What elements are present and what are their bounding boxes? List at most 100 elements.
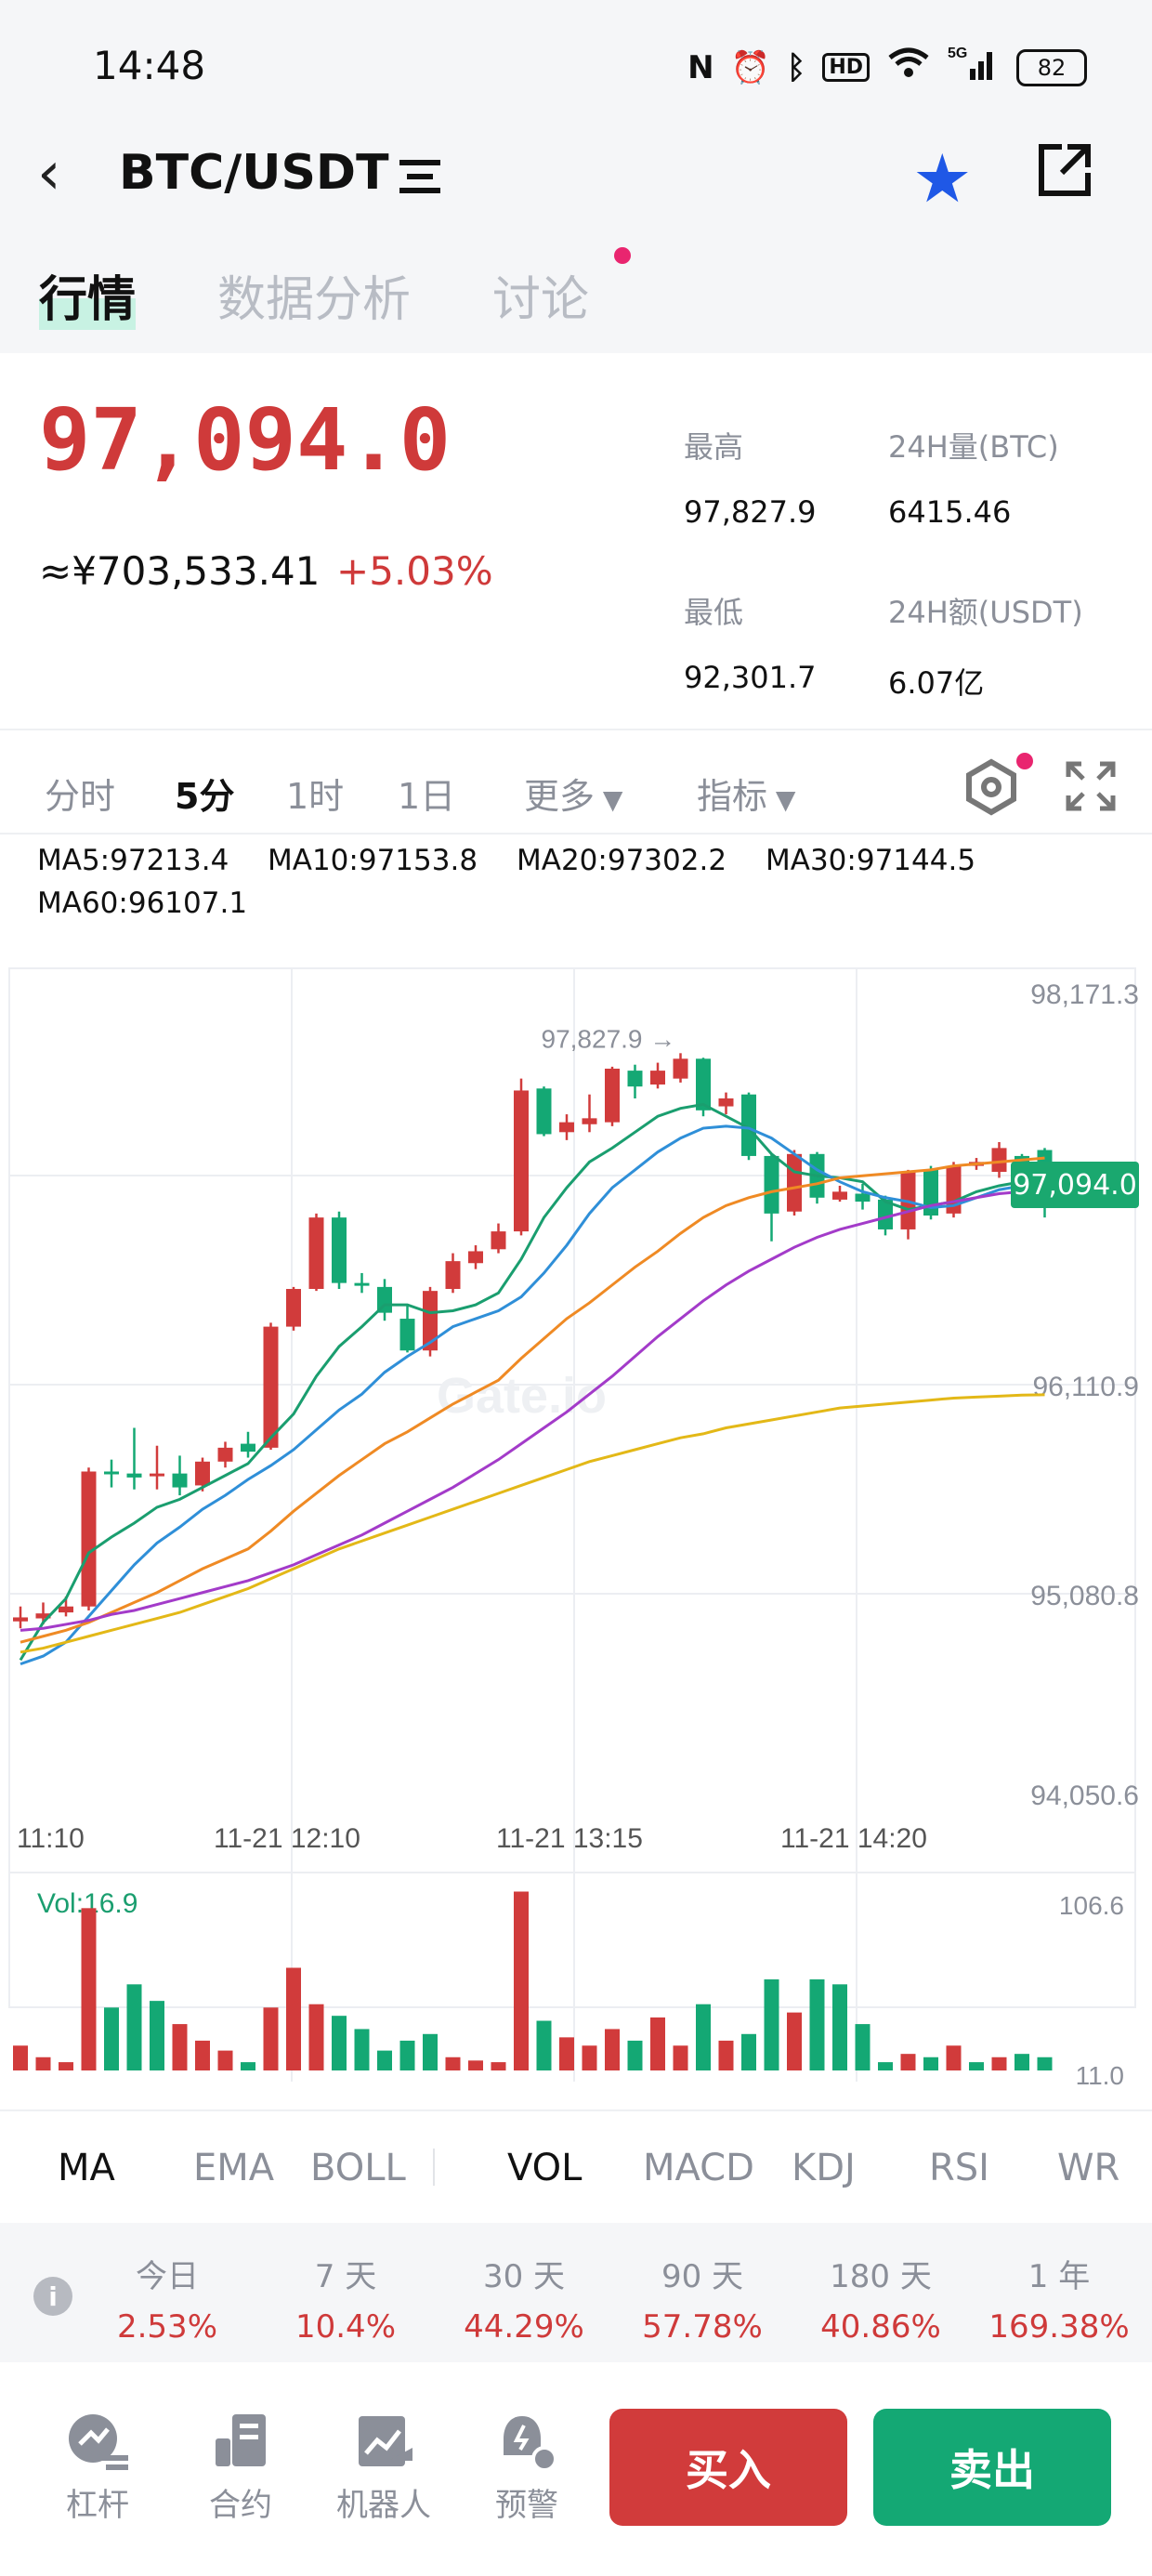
volume-bar: [263, 2007, 279, 2070]
tab-market[interactable]: 行情: [39, 260, 137, 330]
candle-body: [741, 1094, 756, 1156]
ma-line-ma20: [20, 1156, 1045, 1644]
tab-data-analysis[interactable]: 数据分析: [217, 272, 412, 328]
nav-leverage[interactable]: 杠杆: [46, 2407, 149, 2525]
tf-5min[interactable]: 5分: [175, 776, 235, 817]
ma-line-ma5: [19, 1102, 1045, 1662]
sell-button[interactable]: 卖出: [873, 2409, 1111, 2526]
ind-ma[interactable]: MA: [58, 2147, 115, 2189]
last-price: 97,094.0: [39, 390, 452, 490]
alarm-icon: ⏰: [730, 48, 770, 86]
volume-bar: [559, 2037, 574, 2070]
divider: [0, 2109, 1152, 2111]
low-value: 92,301.7: [684, 660, 817, 695]
volume-bar: [969, 2062, 984, 2070]
tf-timeshare[interactable]: 分时: [45, 776, 116, 817]
volume-bar: [354, 2029, 370, 2070]
robot-icon: [333, 2407, 435, 2479]
candle-body: [605, 1068, 620, 1123]
status-time: 14:48: [93, 43, 206, 88]
back-arrow-icon[interactable]: ‹: [37, 139, 61, 208]
volume-bar: [855, 2024, 871, 2070]
caret-down-icon: ▼: [595, 784, 623, 815]
ind-boll[interactable]: BOLL: [310, 2147, 406, 2189]
settings-hexagon-icon[interactable]: [962, 758, 1020, 820]
candle-body: [627, 1071, 643, 1087]
volume-bar: [673, 2045, 688, 2070]
perf-value-7d: 10.4%: [295, 2308, 396, 2346]
watermark: Gate.io: [437, 1368, 607, 1424]
volume-bar: [991, 2057, 1007, 2070]
perf-value-30d: 44.29%: [464, 2308, 584, 2346]
candle-body: [423, 1291, 438, 1351]
tf-1hour[interactable]: 1时: [286, 776, 345, 817]
volume-bar: [741, 2033, 756, 2070]
candle-body: [718, 1098, 734, 1107]
volume-bar: [35, 2057, 51, 2070]
volume-bar: [13, 2045, 28, 2070]
volume-bar: [468, 2060, 483, 2070]
candle-body: [172, 1473, 188, 1488]
volume-bar: [582, 2045, 597, 2070]
volume-bar: [1015, 2054, 1029, 2070]
volume-bar: [491, 2062, 506, 2070]
volume-bar: [59, 2062, 73, 2070]
indicator-label: 指标: [697, 776, 768, 817]
candle-body: [536, 1088, 552, 1135]
volume-bar: [536, 2020, 552, 2070]
trading-pair-title[interactable]: BTC/USDT: [119, 145, 389, 201]
volume-bar: [81, 1908, 97, 2070]
volume-bar: [696, 2004, 711, 2070]
nav-contract-label: 合约: [209, 2487, 272, 2524]
perf-label-today: 今日: [136, 2258, 199, 2295]
candle-body: [104, 1471, 119, 1475]
perf-label-1y: 1 年: [1028, 2258, 1091, 2295]
x-tick-label: 11-21 13:15: [496, 1823, 643, 1854]
ma60-legend: MA60:96107.1: [37, 887, 248, 920]
indicator-dropdown[interactable]: 指标 ▼: [697, 768, 795, 819]
ma30-legend: MA30:97144.5: [766, 844, 976, 877]
volume-bar: [1037, 2057, 1053, 2070]
vol-usdt-label: 24H额(USDT): [888, 595, 1083, 630]
ind-macd[interactable]: MACD: [643, 2147, 754, 2189]
candle-body: [195, 1461, 210, 1486]
x-tick-label: 11:10: [17, 1823, 85, 1854]
candle-body: [855, 1193, 871, 1203]
volume-bar: [104, 2007, 119, 2070]
nav-robot[interactable]: 机器人: [333, 2407, 435, 2525]
ind-kdj[interactable]: KDJ: [792, 2147, 856, 2189]
ind-vol[interactable]: VOL: [507, 2147, 583, 2189]
contract-icon: [190, 2407, 292, 2479]
perf-value-1y: 169.38%: [988, 2308, 1130, 2346]
nav-contract[interactable]: 合约: [190, 2407, 292, 2525]
nav-alert[interactable]: 预警: [476, 2407, 578, 2525]
candle-body: [241, 1443, 255, 1452]
ind-ema[interactable]: EMA: [193, 2147, 275, 2189]
candle-body: [150, 1473, 164, 1477]
notification-dot: [614, 247, 631, 264]
status-icons: N ⏰ ᛒ HD 5G 82: [687, 45, 1087, 90]
share-icon[interactable]: [1036, 141, 1093, 203]
y-tick-label: 96,110.9: [1032, 1372, 1139, 1402]
tab-discussion[interactable]: 讨论: [492, 272, 590, 328]
perf-label-7d: 7 天: [314, 2258, 377, 2295]
candle-body: [650, 1071, 665, 1085]
nfc-icon: N: [687, 48, 714, 86]
candlestick-chart[interactable]: Gate.io 98,171.3 96,110.9 95,080.8 94,050.6 1…: [0, 957, 1152, 2109]
wifi-icon: [886, 46, 931, 88]
candle-body: [491, 1231, 506, 1250]
info-icon[interactable]: i: [33, 2277, 72, 2316]
battery-level: 82: [1037, 54, 1067, 81]
tf-1day[interactable]: 1日: [398, 776, 456, 817]
tf-more[interactable]: 更多 ▼: [524, 768, 622, 819]
vol-btc-value: 6415.46: [888, 494, 1012, 530]
ind-rsi[interactable]: RSI: [929, 2147, 989, 2189]
list-menu-icon[interactable]: [398, 156, 442, 201]
high-price-marker: 97,827.9 →: [542, 1024, 676, 1053]
star-icon[interactable]: ★: [912, 139, 973, 217]
x-tick-label: 11-21 14:20: [780, 1823, 927, 1854]
ind-wr[interactable]: WR: [1057, 2147, 1120, 2189]
candle-body: [991, 1148, 1007, 1173]
buy-button[interactable]: 买入: [609, 2409, 847, 2526]
fullscreen-icon[interactable]: [1065, 760, 1117, 816]
